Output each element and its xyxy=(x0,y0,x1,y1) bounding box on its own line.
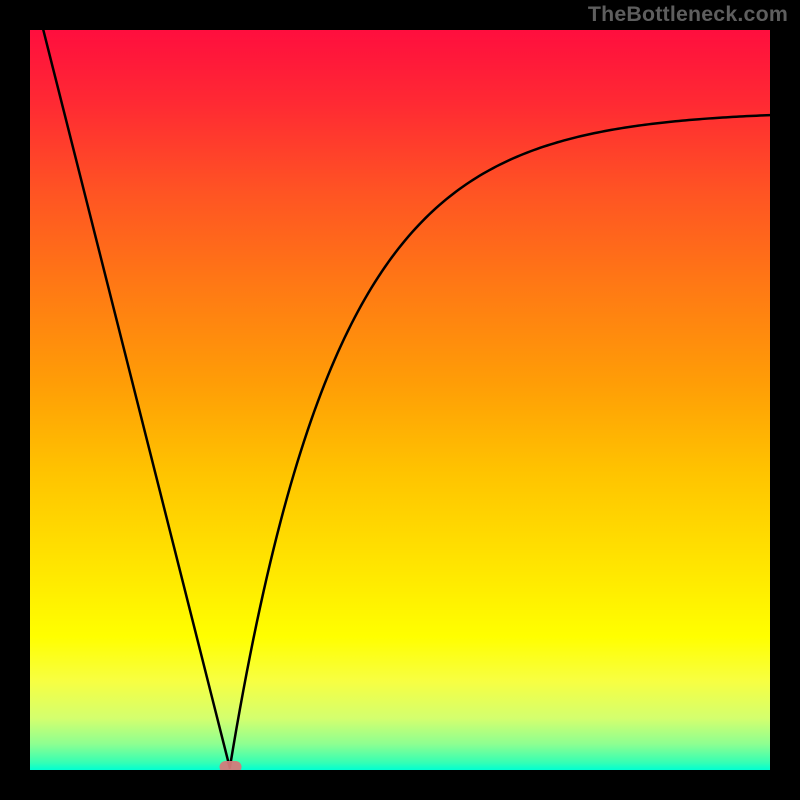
bottleneck-chart xyxy=(30,30,770,770)
plot-area xyxy=(30,30,770,770)
watermark-text: TheBottleneck.com xyxy=(588,2,788,27)
chart-frame: TheBottleneck.com xyxy=(0,0,800,800)
optimum-marker xyxy=(220,761,242,770)
gradient-background xyxy=(30,30,770,770)
